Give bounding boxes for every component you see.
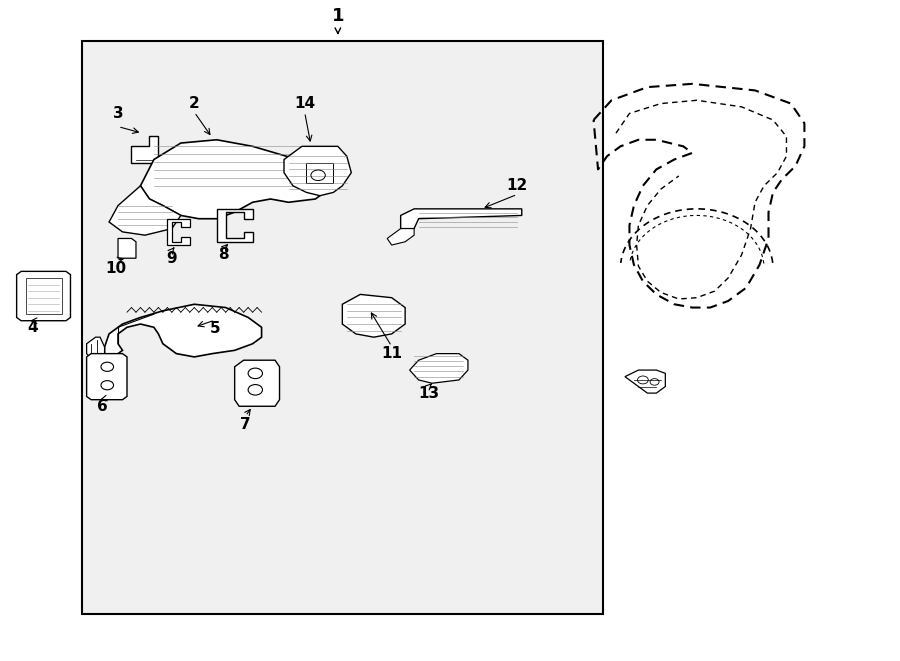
Polygon shape	[342, 294, 405, 337]
Polygon shape	[131, 136, 158, 163]
Text: 5: 5	[210, 321, 220, 336]
Polygon shape	[217, 209, 253, 242]
Text: 2: 2	[189, 96, 200, 111]
Polygon shape	[16, 272, 70, 321]
Polygon shape	[410, 354, 468, 383]
Text: 1: 1	[331, 7, 344, 24]
Text: 6: 6	[97, 399, 108, 414]
Polygon shape	[167, 219, 190, 245]
Polygon shape	[25, 278, 61, 314]
Polygon shape	[284, 146, 351, 196]
Polygon shape	[104, 304, 262, 357]
Text: 10: 10	[105, 260, 127, 276]
Text: 11: 11	[382, 346, 402, 361]
Polygon shape	[625, 370, 665, 393]
Polygon shape	[235, 360, 280, 407]
Polygon shape	[400, 209, 522, 229]
Text: 13: 13	[418, 385, 440, 401]
Text: 14: 14	[294, 96, 315, 111]
Polygon shape	[387, 229, 414, 245]
Text: 7: 7	[240, 416, 251, 432]
Polygon shape	[306, 163, 333, 182]
Text: 8: 8	[219, 247, 230, 262]
Polygon shape	[140, 139, 333, 219]
Polygon shape	[109, 186, 181, 235]
Text: 3: 3	[112, 106, 123, 121]
Bar	[82, 41, 602, 613]
Text: 9: 9	[166, 251, 177, 266]
Text: 12: 12	[507, 178, 528, 193]
Text: 4: 4	[28, 320, 38, 335]
Polygon shape	[118, 239, 136, 258]
Polygon shape	[86, 354, 127, 400]
Polygon shape	[86, 337, 104, 364]
